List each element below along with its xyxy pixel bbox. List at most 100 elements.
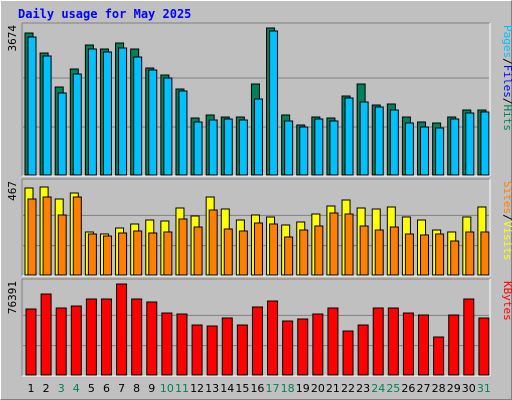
day-label-9: 9 [148, 382, 155, 395]
bar-kbytes-8 [131, 298, 143, 376]
bar-kbytes-27 [418, 314, 430, 376]
legend-entry-0-3: / [501, 98, 512, 105]
bar-sites-14 [223, 228, 233, 276]
bar-files-1 [27, 36, 37, 176]
legend-entry-2-0: KBytes [501, 281, 512, 321]
bar-sites-30 [465, 231, 475, 276]
legend-entry-0-0: Pages [501, 25, 512, 58]
bar-kbytes-2 [40, 293, 52, 376]
bar-kbytes-19 [297, 318, 309, 376]
bar-kbytes-3 [55, 307, 67, 376]
day-label-8: 8 [133, 382, 140, 395]
bar-kbytes-13 [206, 325, 218, 376]
bar-sites-11 [178, 218, 188, 276]
bar-sites-1 [27, 198, 37, 276]
panel-2-max-label: 76391 [6, 281, 19, 314]
bar-kbytes-16 [251, 306, 263, 376]
day-label-30: 30 [462, 382, 476, 395]
day-label-17: 17 [266, 382, 280, 395]
bar-sites-19 [299, 229, 309, 276]
day-label-7: 7 [118, 382, 125, 395]
bar-kbytes-21 [327, 307, 339, 376]
bar-kbytes-25 [387, 307, 399, 376]
bar-files-14 [223, 118, 233, 176]
day-label-4: 4 [73, 382, 80, 395]
bar-kbytes-9 [146, 301, 158, 376]
bar-files-20 [314, 118, 324, 176]
bar-kbytes-10 [161, 312, 173, 376]
bar-kbytes-24 [372, 307, 384, 376]
bar-files-31 [480, 111, 490, 176]
bar-sites-29 [450, 240, 460, 276]
bar-kbytes-26 [402, 312, 414, 376]
bar-sites-24 [374, 229, 384, 276]
bar-files-8 [133, 56, 143, 176]
day-label-15: 15 [235, 382, 249, 395]
bar-files-11 [178, 90, 188, 176]
bar-sites-8 [133, 230, 143, 276]
day-label-22: 22 [341, 382, 355, 395]
day-label-19: 19 [296, 382, 310, 395]
bar-sites-5 [87, 233, 97, 276]
bar-sites-3 [57, 214, 67, 276]
bar-files-28 [435, 127, 445, 176]
bar-files-3 [57, 92, 67, 176]
day-label-14: 14 [220, 382, 234, 395]
legend-entry-0-1: / [501, 58, 512, 65]
day-label-16: 16 [250, 382, 264, 395]
bar-sites-18 [284, 236, 294, 276]
day-label-27: 27 [417, 382, 431, 395]
day-label-24: 24 [371, 382, 385, 395]
bar-files-23 [359, 101, 369, 176]
bar-files-16 [253, 98, 263, 176]
bar-files-18 [284, 120, 294, 176]
bar-sites-28 [435, 233, 445, 276]
day-label-12: 12 [190, 382, 204, 395]
bar-kbytes-30 [463, 298, 475, 376]
day-label-18: 18 [281, 382, 295, 395]
bar-files-30 [465, 112, 475, 176]
bar-files-7 [118, 47, 128, 176]
day-label-11: 11 [175, 382, 189, 395]
bar-files-9 [148, 69, 158, 176]
bar-sites-31 [480, 231, 490, 276]
bar-kbytes-31 [478, 317, 490, 376]
legend-entry-0-4: Hits [501, 105, 512, 132]
bar-sites-15 [238, 230, 248, 276]
bar-kbytes-5 [85, 298, 97, 376]
bar-files-6 [102, 51, 112, 176]
bar-kbytes-20 [312, 313, 324, 376]
bar-files-5 [87, 48, 97, 176]
bar-kbytes-1 [25, 308, 37, 376]
panel-1-legend: Sites/Visits [501, 181, 512, 261]
bar-files-17 [269, 30, 279, 176]
bar-kbytes-11 [176, 313, 188, 376]
bar-sites-4 [72, 196, 82, 276]
bar-files-26 [404, 122, 414, 176]
bar-kbytes-22 [342, 330, 354, 376]
day-label-26: 26 [401, 382, 415, 395]
bar-sites-2 [42, 196, 52, 276]
day-label-1: 1 [28, 382, 35, 395]
panel-0-legend: Pages/Files/Hits [501, 25, 512, 131]
bar-kbytes-18 [282, 320, 294, 376]
bar-sites-26 [404, 233, 414, 276]
bar-kbytes-6 [100, 298, 112, 376]
day-label-20: 20 [311, 382, 325, 395]
bar-files-12 [193, 121, 203, 176]
bar-sites-27 [420, 234, 430, 276]
panel-1-max-label: 467 [6, 181, 19, 201]
day-label-2: 2 [43, 382, 50, 395]
bar-files-21 [329, 120, 339, 176]
bar-sites-6 [102, 235, 112, 276]
bar-kbytes-7 [116, 283, 128, 376]
day-label-29: 29 [447, 382, 461, 395]
bar-sites-10 [163, 231, 173, 276]
bar-files-27 [420, 126, 430, 176]
bar-kbytes-29 [448, 314, 460, 376]
bar-files-10 [163, 77, 173, 176]
bar-sites-17 [269, 223, 279, 276]
chart-title: Daily usage for May 2025 [18, 7, 192, 21]
bar-files-24 [374, 106, 384, 176]
